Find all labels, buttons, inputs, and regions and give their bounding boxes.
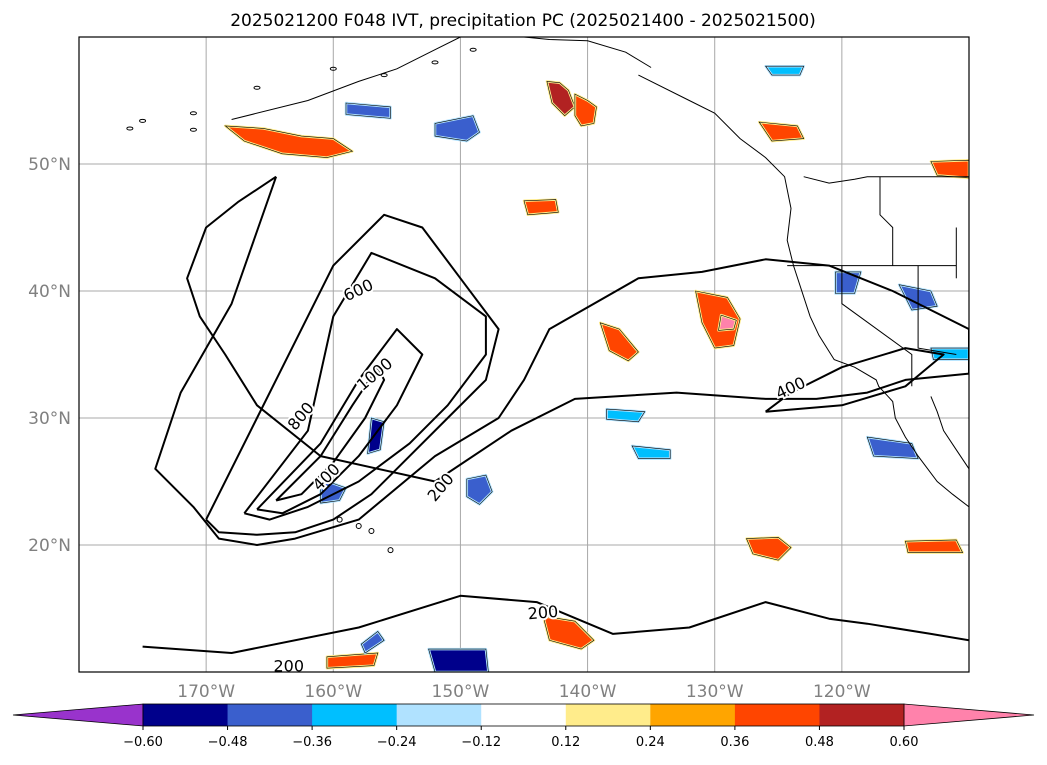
ivt-contours	[142, 175, 969, 654]
coastline	[803, 176, 969, 184]
coastlines	[126, 37, 969, 554]
ivt-contour-800	[256, 328, 424, 515]
pc-patch-outline	[466, 474, 493, 505]
colorbar-tick-label: 0.48	[805, 735, 834, 750]
pc-patch-outline	[326, 652, 379, 669]
pc-patch-outline	[695, 290, 741, 349]
pc-patch-outline	[345, 102, 391, 119]
colorbar-tick-label: 0.12	[551, 735, 580, 750]
pc-patch-outline	[523, 199, 559, 216]
colorbar-segment	[565, 704, 651, 726]
pc-patch-outline	[930, 159, 969, 179]
pc-patch-outline	[905, 539, 964, 553]
pc-patch-outline	[930, 347, 969, 360]
pc-patch-outline	[360, 630, 385, 654]
colorbar-tick-label: −0.48	[208, 735, 248, 750]
y-tick-label: 50°N	[28, 155, 71, 175]
colorbar-tick-label: 0.36	[720, 735, 749, 750]
coastline	[638, 74, 969, 508]
pc-patch-outline	[606, 408, 646, 423]
colorbar-segment	[734, 704, 820, 726]
island	[431, 60, 439, 65]
colorbar-upper-extension	[903, 703, 1035, 727]
colorbar-segment	[312, 704, 398, 726]
colorbar-tick-label: −0.24	[377, 735, 417, 750]
island	[329, 66, 337, 71]
colorbar-tick-label: −0.12	[461, 735, 501, 750]
positive-pc-patch	[929, 158, 969, 180]
colorbar-lower-extension	[12, 703, 144, 727]
pc-patch-outline	[835, 271, 862, 294]
positive-pc-patch	[904, 538, 964, 554]
colorbar-segment	[650, 704, 736, 726]
island	[380, 73, 388, 78]
contour-label: 200	[527, 602, 559, 624]
island	[469, 47, 477, 52]
colorbar-segment	[227, 704, 313, 726]
pc-patch-outline	[224, 125, 354, 158]
coastline	[879, 176, 894, 266]
pc-patch-outline	[542, 615, 595, 650]
negative-pc-patch	[344, 101, 392, 120]
colorbar-segment	[143, 704, 229, 726]
island	[355, 522, 362, 529]
ivt-contour-200	[154, 175, 969, 546]
y-tick-labels: 20°N 30°N 40°N 50°N	[28, 155, 71, 556]
colorbar-tick-label: 0.60	[890, 735, 919, 750]
coastline	[917, 265, 957, 355]
colorbar-segment	[396, 704, 482, 726]
y-tick-label: 20°N	[28, 536, 71, 556]
island	[253, 85, 261, 90]
negative-pc-patch	[366, 416, 386, 455]
x-tick-label: 160°W	[304, 682, 362, 702]
x-tick-label: 130°W	[686, 682, 744, 702]
x-tick-label: 140°W	[559, 682, 617, 702]
pc-patch-outline	[866, 436, 919, 459]
x-tick-labels: 170°W 160°W 150°W 140°W 130°W 120°W	[177, 682, 871, 702]
pc-patch-outline	[428, 648, 489, 672]
ivt-contour-400	[205, 213, 500, 536]
colorbar-segment	[481, 704, 567, 726]
island	[189, 111, 197, 116]
coastline	[841, 265, 913, 387]
pc-patch-outline	[765, 65, 805, 76]
pc-patch-outline	[758, 121, 805, 142]
y-tick-label: 40°N	[28, 282, 71, 302]
ivt-contour-600	[243, 251, 487, 521]
plot-background	[79, 37, 969, 672]
precipitation-pc-fill	[223, 64, 969, 672]
negative-pc-patch	[427, 647, 490, 672]
x-tick-label: 150°W	[432, 682, 490, 702]
pc-patch-outline	[631, 445, 671, 459]
ivt-contour-200	[142, 594, 969, 654]
chart-title: 2025021200 F048 IVT, precipitation PC (2…	[230, 11, 816, 31]
island	[189, 127, 197, 132]
coastline	[231, 37, 652, 120]
colorbar-tick-label: −0.60	[123, 735, 163, 750]
colorbar-tick-label: 0.24	[636, 735, 665, 750]
island	[368, 528, 375, 535]
island	[139, 118, 147, 123]
island	[126, 126, 134, 131]
pc-patch-outline	[434, 115, 480, 142]
pc-patch-outline	[599, 322, 639, 362]
y-tick-label: 30°N	[28, 409, 71, 429]
island	[336, 516, 343, 523]
colorbar: −0.60 −0.48 −0.36 −0.24 −0.12 0.12 0.24 0.36 0.4…	[12, 703, 1035, 750]
colorbar-segment	[819, 704, 905, 726]
coastline	[930, 396, 969, 470]
pc-patch-outline	[574, 93, 597, 127]
ivt-contour-400	[764, 347, 945, 413]
island	[387, 547, 394, 554]
colorbar-tick-label: −0.36	[292, 735, 332, 750]
colorbar-frame	[142, 703, 905, 727]
plot-frame	[78, 36, 970, 673]
x-tick-label: 170°W	[177, 682, 235, 702]
x-tick-label: 120°W	[813, 682, 871, 702]
pc-patch-outline	[718, 314, 737, 331]
ivt-contour-1000	[275, 366, 386, 502]
pc-patch-outline	[898, 284, 938, 311]
pc-patch-outline	[746, 537, 792, 561]
